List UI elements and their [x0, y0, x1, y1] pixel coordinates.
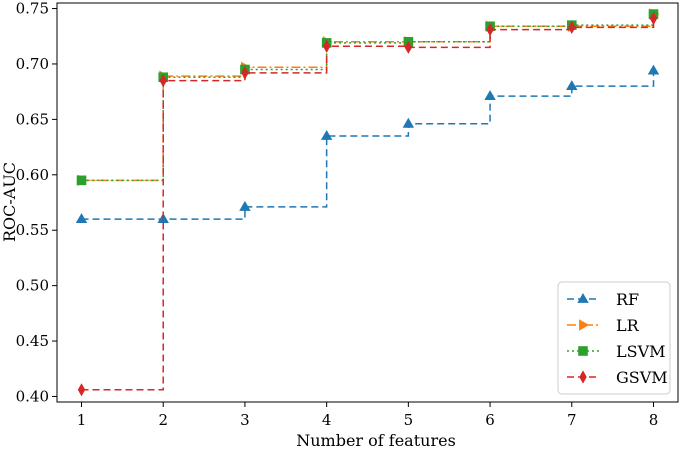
legend-label: LSVM	[616, 342, 666, 361]
series-gsvm	[77, 11, 658, 397]
legend-label: LR	[616, 316, 640, 335]
y-tick-label: 0.60	[16, 166, 49, 184]
data-point-rf	[320, 130, 333, 140]
data-point-gsvm	[77, 383, 86, 397]
x-tick-label: 5	[404, 411, 414, 429]
series-line-rf	[81, 70, 655, 220]
x-tick-label: 2	[158, 411, 168, 429]
data-point-rf	[75, 213, 88, 224]
series-line-gsvm	[81, 18, 655, 391]
series-rf	[75, 64, 660, 224]
data-point-gsvm	[649, 11, 658, 26]
data-point-gsvm	[486, 23, 494, 37]
legend-marker	[579, 319, 589, 331]
legend-item-lsvm: LSVM	[567, 342, 666, 361]
data-point-lsvm	[76, 175, 87, 186]
y-axis-label: ROC-AUC	[0, 162, 19, 242]
data-point-gsvm	[241, 66, 249, 80]
data-point-gsvm	[568, 20, 576, 34]
series-line-lsvm	[81, 14, 655, 182]
data-point-gsvm	[159, 73, 167, 88]
x-tick-label: 1	[77, 411, 87, 429]
data-point-gsvm	[322, 39, 331, 53]
y-tick-label: 0.70	[16, 55, 49, 73]
legend-item-gsvm: GSVM	[567, 368, 668, 387]
x-tick-label: 4	[322, 411, 332, 429]
legend-box	[557, 281, 671, 395]
x-tick-label: 6	[485, 411, 495, 429]
data-point-rf	[484, 90, 496, 100]
plot-frame	[56, 2, 679, 403]
plot-area	[56, 2, 679, 403]
x-tick-label: 8	[649, 411, 659, 429]
series-line-lr	[81, 14, 655, 182]
x-axis-label: Number of features	[296, 431, 456, 449]
x-tick-label: 7	[567, 411, 577, 429]
x-tick-label: 3	[240, 411, 250, 429]
data-point-rf	[647, 64, 660, 75]
legend-marker	[579, 370, 587, 384]
data-point-rf	[402, 117, 415, 128]
y-tick-label: 0.45	[16, 332, 49, 350]
legend: RF LR LSVM GSVM	[557, 281, 671, 395]
data-point-rf	[239, 200, 251, 211]
series-lr	[77, 8, 660, 187]
legend-marker	[577, 293, 589, 303]
y-tick-label: 0.75	[16, 0, 49, 18]
y-tick-label: 0.50	[16, 277, 49, 295]
data-point-gsvm	[404, 40, 413, 54]
y-tick-label: 0.55	[16, 221, 49, 239]
data-point-rf	[566, 80, 578, 91]
legend-label: GSVM	[616, 368, 668, 387]
legend-item-rf: RF	[567, 290, 639, 309]
y-tick-label: 0.65	[16, 110, 49, 128]
legend-marker	[578, 346, 588, 356]
x-axis-ticks: 1 2 3 4 5 6 7 8	[77, 402, 659, 429]
legend-item-lr: LR	[567, 316, 640, 335]
legend-label: RF	[616, 290, 639, 309]
y-axis-ticks: 0.40 0.45 0.50 0.55 0.60 0.65 0.70 0.75	[16, 0, 57, 405]
y-tick-label: 0.40	[16, 387, 49, 405]
